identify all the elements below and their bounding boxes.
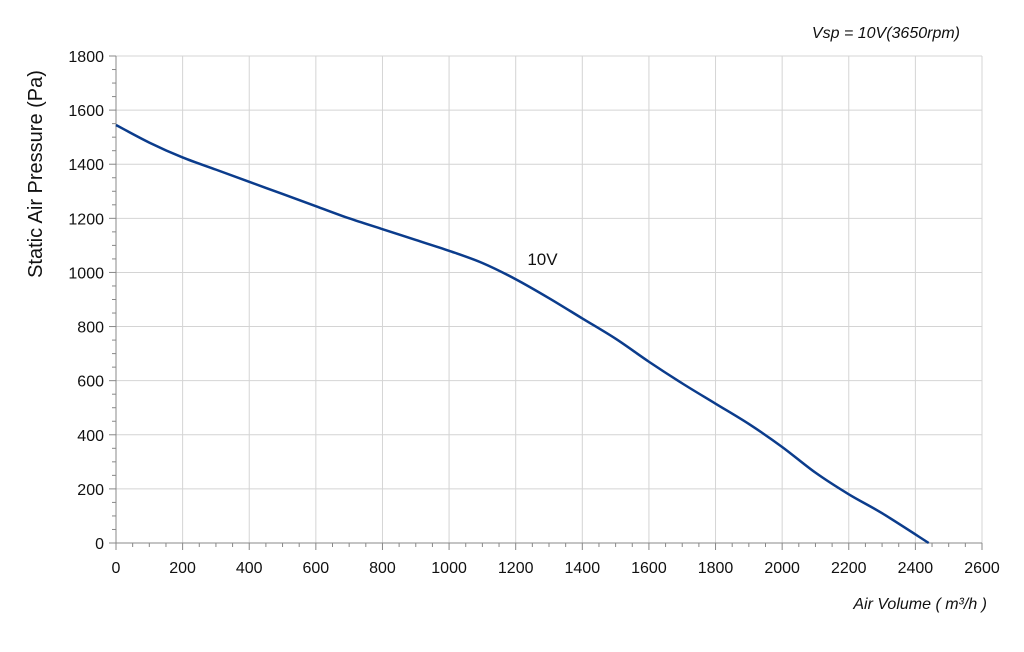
minor-ticks	[109, 55, 983, 550]
x-tick-label: 2200	[831, 560, 867, 577]
series-group	[115, 123, 930, 545]
x-tick-label: 0	[112, 560, 121, 577]
x-tick-label: 600	[302, 560, 329, 577]
y-axis-title: Static Air Pressure (Pa)	[25, 70, 47, 278]
y-tick-label: 1400	[68, 157, 104, 174]
x-tick-label: 2000	[764, 560, 800, 577]
x-tick-label: 2600	[964, 560, 1000, 577]
x-axis-title: Air Volume ( m³/h )	[852, 596, 987, 613]
x-tick-label: 200	[169, 560, 196, 577]
y-tick-label: 1800	[68, 49, 104, 66]
x-tick-label: 1800	[698, 560, 734, 577]
x-tick-labels: 0 200 400 600 800 1000 1200 1400 1600 1800 2000 220…	[112, 560, 1000, 577]
y-tick-label: 800	[77, 320, 104, 337]
y-tick-label: 0	[95, 536, 104, 553]
chart-title: Vsp = 10V(3650rpm)	[812, 25, 960, 42]
y-tick-label: 200	[77, 482, 104, 499]
x-tick-label: 2400	[898, 560, 934, 577]
y-tick-label: 1200	[68, 211, 104, 228]
y-tick-label: 400	[77, 428, 104, 445]
x-tick-label: 1000	[431, 560, 467, 577]
series-line-10v	[115, 123, 930, 545]
annotations: 10V	[527, 250, 558, 269]
y-tick-label: 1000	[68, 265, 104, 282]
x-tick-label: 1200	[498, 560, 534, 577]
axes	[115, 56, 982, 544]
x-tick-label: 1600	[631, 560, 667, 577]
x-tick-label: 1400	[565, 560, 601, 577]
x-tick-label: 400	[236, 560, 263, 577]
y-tick-label: 1600	[68, 103, 104, 120]
x-tick-label: 800	[369, 560, 396, 577]
y-tick-labels: 0 200 400 600 800 1000 1200 1400 1600 1800	[68, 49, 104, 553]
series-annotation-label: 10V	[527, 250, 558, 269]
y-tick-label: 600	[77, 374, 104, 391]
